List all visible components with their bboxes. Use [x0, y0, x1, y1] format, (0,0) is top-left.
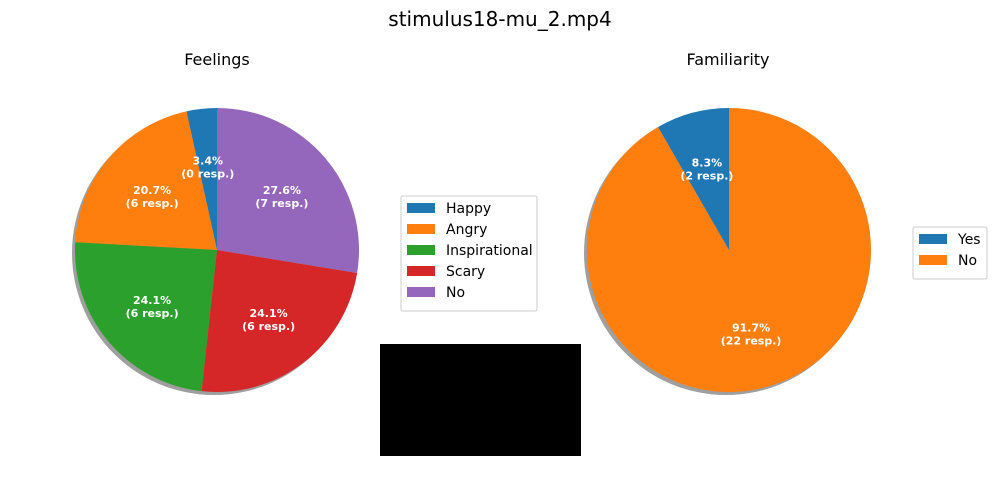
slice-response-label: (6 resp.): [242, 320, 295, 333]
figure-title: stimulus18-mu_2.mp4: [388, 7, 611, 31]
legend-swatch-yes: [919, 234, 947, 244]
legend-label-inspirational: Inspirational: [446, 243, 533, 259]
slice-percent-label: 27.6%: [263, 184, 301, 197]
familiarity-pie: 8.3%(2 resp.) 91.7%(22 resp.): [584, 107, 871, 395]
slice-percent-label: 8.3%: [692, 157, 723, 170]
feelings-chart-title: Feelings: [184, 50, 250, 69]
pie-slice-no: [217, 108, 360, 273]
slice-response-label: (6 resp.): [126, 197, 179, 210]
slice-percent-label: 20.7%: [133, 184, 171, 197]
pie-slice-angry: [75, 111, 218, 250]
slice-response-label: (0 resp.): [181, 167, 234, 180]
pie-slice-no: [586, 108, 871, 392]
slice-percent-label: 91.7%: [732, 321, 770, 334]
legend-swatch-no: [407, 287, 435, 297]
pie-slice-yes: [658, 107, 729, 250]
pie-slice-inspirational: [75, 242, 217, 392]
pie-slice-happy: [186, 107, 217, 250]
familiarity-chart-title: Familiarity: [686, 50, 769, 69]
slice-response-label: (22 resp.): [721, 334, 782, 347]
video-thumbnail: [380, 344, 581, 456]
legend-swatch-happy: [407, 203, 435, 213]
pie-slice-scary: [201, 250, 358, 393]
legend-label-scary: Scary: [446, 264, 485, 280]
familiarity-legend: Yes No: [912, 226, 988, 280]
slice-percent-label: 24.1%: [133, 294, 171, 307]
legend-swatch-angry: [407, 224, 435, 234]
legend-label-no: No: [446, 285, 465, 301]
slice-response-label: (2 resp.): [680, 170, 733, 183]
feelings-pie: 3.4%(0 resp.)20.7%(6 resp.)24.1%(6 resp.…: [72, 107, 360, 395]
legend-swatch-scary: [407, 266, 435, 276]
slice-percent-label: 24.1%: [250, 307, 288, 320]
legend-label-angry: Angry: [446, 222, 487, 238]
legend-swatch-no: [919, 255, 947, 265]
legend-label-no: No: [958, 253, 977, 269]
slice-response-label: (7 resp.): [255, 197, 308, 210]
legend-label-happy: Happy: [446, 201, 491, 217]
legend-label-yes: Yes: [957, 232, 981, 248]
slice-percent-label: 3.4%: [193, 154, 224, 167]
feelings-legend: Happy Angry Inspirational Scary No: [400, 195, 538, 312]
slice-response-label: (6 resp.): [126, 307, 179, 320]
legend-swatch-inspirational: [407, 245, 435, 255]
